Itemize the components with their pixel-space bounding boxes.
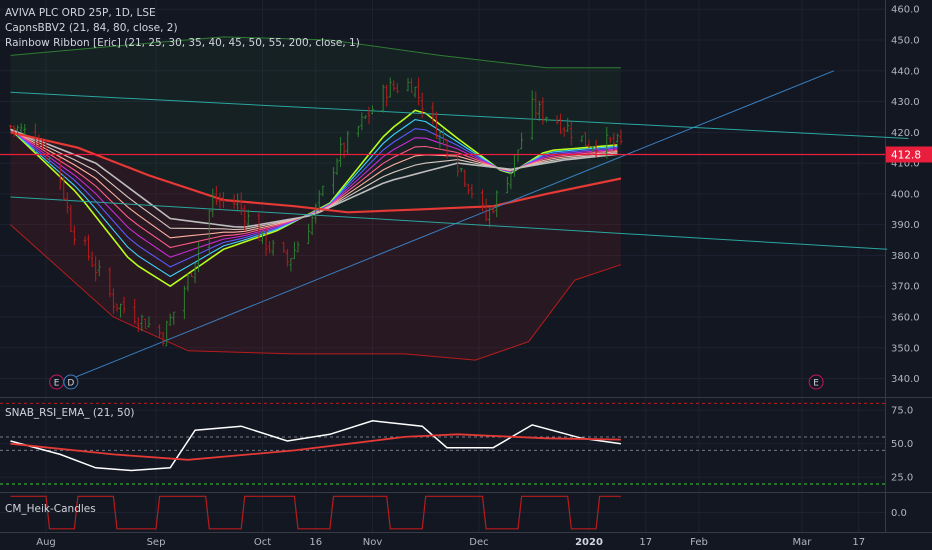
rsi-pane-label[interactable]: SNAB_RSI_EMA_ (21, 50): [5, 407, 135, 419]
trend-line[interactable]: [56, 70, 835, 386]
last-price-tag[interactable]: [886, 146, 932, 163]
price-y-tick-label: 360.0: [891, 312, 920, 323]
event-marker-label: E: [813, 379, 819, 389]
price-y-tick-label: 430.0: [891, 97, 920, 108]
bollinger-upper-line[interactable]: [10, 36, 621, 69]
price-y-tick-label: 380.0: [891, 251, 920, 262]
x-tick-label: Aug: [36, 537, 56, 548]
price-y-tick-label: 400.0: [891, 189, 920, 200]
x-tick-label: Feb: [690, 537, 708, 548]
price-y-tick-label: 440.0: [891, 66, 920, 77]
bollinger-upper-fill: [10, 36, 621, 213]
x-tick-label: 17: [639, 537, 652, 548]
chart-legend: AVIVA PLC ORD 25P, 1D, LSE CapnsBBV2 (21…: [5, 6, 360, 51]
price-y-tick-label: 350.0: [891, 343, 920, 354]
indicator-capnsbb-label[interactable]: CapnsBBV2 (21, 84, 80, close, 2): [5, 22, 178, 34]
price-y-tick-label: 390.0: [891, 220, 920, 231]
event-marker-e[interactable]: [808, 374, 824, 390]
heik-series-line[interactable]: [10, 495, 621, 530]
last-price-value: 412.8: [891, 149, 921, 161]
price-y-tick-label: 410.0: [891, 159, 920, 170]
indicator-rainbow-label[interactable]: Rainbow Ribbon [Eric] (21, 25, 30, 35, 4…: [5, 37, 360, 49]
x-tick-label: 2020: [575, 537, 603, 548]
rainbow-ribbon-line[interactable]: [10, 128, 618, 228]
price-y-tick-label: 450.0: [891, 36, 920, 47]
event-marker-label: D: [67, 379, 74, 389]
event-marker-d[interactable]: [63, 374, 79, 390]
x-tick-label: Mar: [793, 537, 813, 548]
rsi-y-tick-label: 50.0: [891, 439, 913, 450]
price-y-tick-label: 460.0: [891, 5, 920, 16]
x-tick-label: 17: [852, 537, 865, 548]
symbol-title[interactable]: AVIVA PLC ORD 25P, 1D, LSE: [5, 7, 156, 19]
price-y-tick-label: 420.0: [891, 128, 920, 139]
x-tick-label: Sep: [147, 537, 166, 548]
rsi-y-tick-label: 25.0: [891, 473, 913, 484]
channel-upper[interactable]: [10, 91, 909, 139]
bollinger-lower-fill: [10, 132, 621, 361]
x-tick-label: Oct: [254, 537, 271, 548]
event-marker-label: E: [54, 379, 60, 389]
channel-lower[interactable]: [10, 196, 888, 250]
rsi-series-ema[interactable]: [10, 433, 621, 461]
ma200-line[interactable]: [10, 131, 622, 214]
x-tick-label: Nov: [363, 537, 383, 548]
price-y-tick-label: 370.0: [891, 282, 920, 293]
x-tick-label: Dec: [469, 537, 488, 548]
x-tick-label: 16: [309, 537, 322, 548]
rsi-y-tick-label: 75.0: [891, 406, 913, 417]
heik-y-tick-label: 0.0: [891, 508, 907, 519]
heik-pane-label[interactable]: CM_Heik-Candles: [5, 503, 96, 515]
price-y-tick-label: 340.0: [891, 374, 920, 385]
